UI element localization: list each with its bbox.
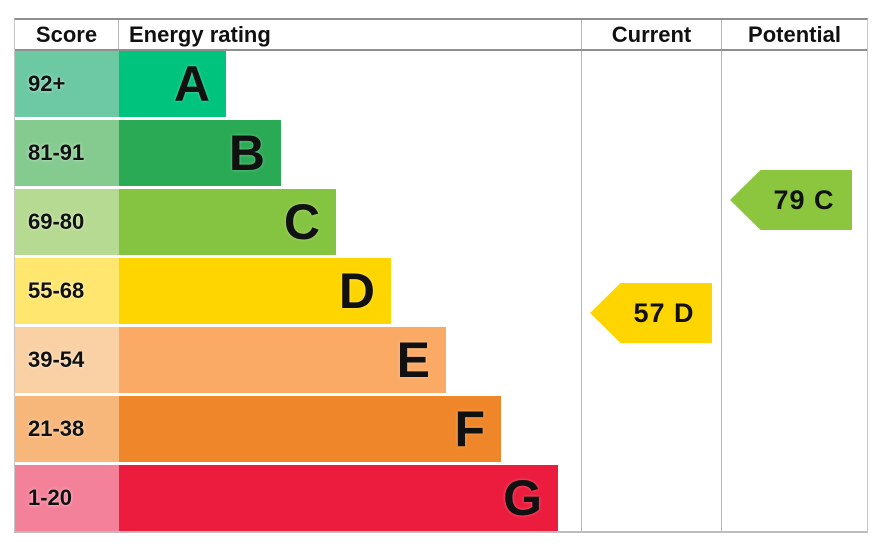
- potential-rating-label: 79 C: [773, 184, 835, 215]
- score-range-cell: 55-68: [15, 258, 119, 324]
- score-column-header: Score: [15, 20, 119, 49]
- band-row: 92+ A: [15, 51, 867, 117]
- potential-column-divider: [721, 51, 722, 531]
- rating-letter: B: [228, 125, 265, 181]
- score-range-cell: 92+: [15, 51, 119, 117]
- epc-rating-table: Score Energy rating Current Potential 92…: [14, 18, 868, 533]
- band-row: 39-54 E: [15, 327, 867, 393]
- rating-letter: G: [503, 470, 542, 526]
- score-range-label: 1-20: [28, 485, 73, 510]
- energy-rating-column-header: Energy rating: [119, 20, 582, 49]
- band-rows: 92+ A 81-91 B 69-80 C 55-68 D 39-54: [15, 51, 867, 531]
- rating-bar: A: [119, 51, 226, 117]
- band-row: 55-68 D: [15, 258, 867, 324]
- rating-letter: D: [338, 263, 375, 319]
- score-range-cell: 21-38: [15, 396, 119, 462]
- band-row: 69-80 C: [15, 189, 867, 255]
- current-column-divider: [581, 51, 582, 531]
- score-range-cell: 1-20: [15, 465, 119, 531]
- rating-bar: G: [119, 465, 558, 531]
- score-range-cell: 69-80: [15, 189, 119, 255]
- score-range-cell: 81-91: [15, 120, 119, 186]
- rating-bar: D: [119, 258, 391, 324]
- table-header-row: Score Energy rating Current Potential: [15, 20, 867, 51]
- band-row: 1-20 G: [15, 465, 867, 531]
- rating-bar: F: [119, 396, 501, 462]
- rating-letter: A: [173, 56, 210, 112]
- score-range-label: 55-68: [28, 278, 85, 303]
- rating-letter: E: [396, 332, 430, 388]
- score-range-label: 92+: [28, 71, 66, 96]
- score-range-label: 69-80: [28, 209, 85, 234]
- score-range-label: 39-54: [28, 347, 85, 372]
- rating-bar: B: [119, 120, 281, 186]
- score-range-label: 81-91: [28, 140, 85, 165]
- rating-letter: C: [283, 194, 320, 250]
- potential-column-header: Potential: [748, 21, 841, 47]
- rating-letter: F: [454, 401, 485, 457]
- score-range-cell: 39-54: [15, 327, 119, 393]
- current-column-header: Current: [582, 20, 722, 49]
- band-row: 21-38 F: [15, 396, 867, 462]
- current-rating-label: 57 D: [633, 297, 695, 328]
- score-range-label: 21-38: [28, 416, 85, 441]
- table-body: 92+ A 81-91 B 69-80 C 55-68 D 39-54: [15, 51, 867, 531]
- band-row: 81-91 B: [15, 120, 867, 186]
- rating-bar: E: [119, 327, 446, 393]
- rating-bar: C: [119, 189, 336, 255]
